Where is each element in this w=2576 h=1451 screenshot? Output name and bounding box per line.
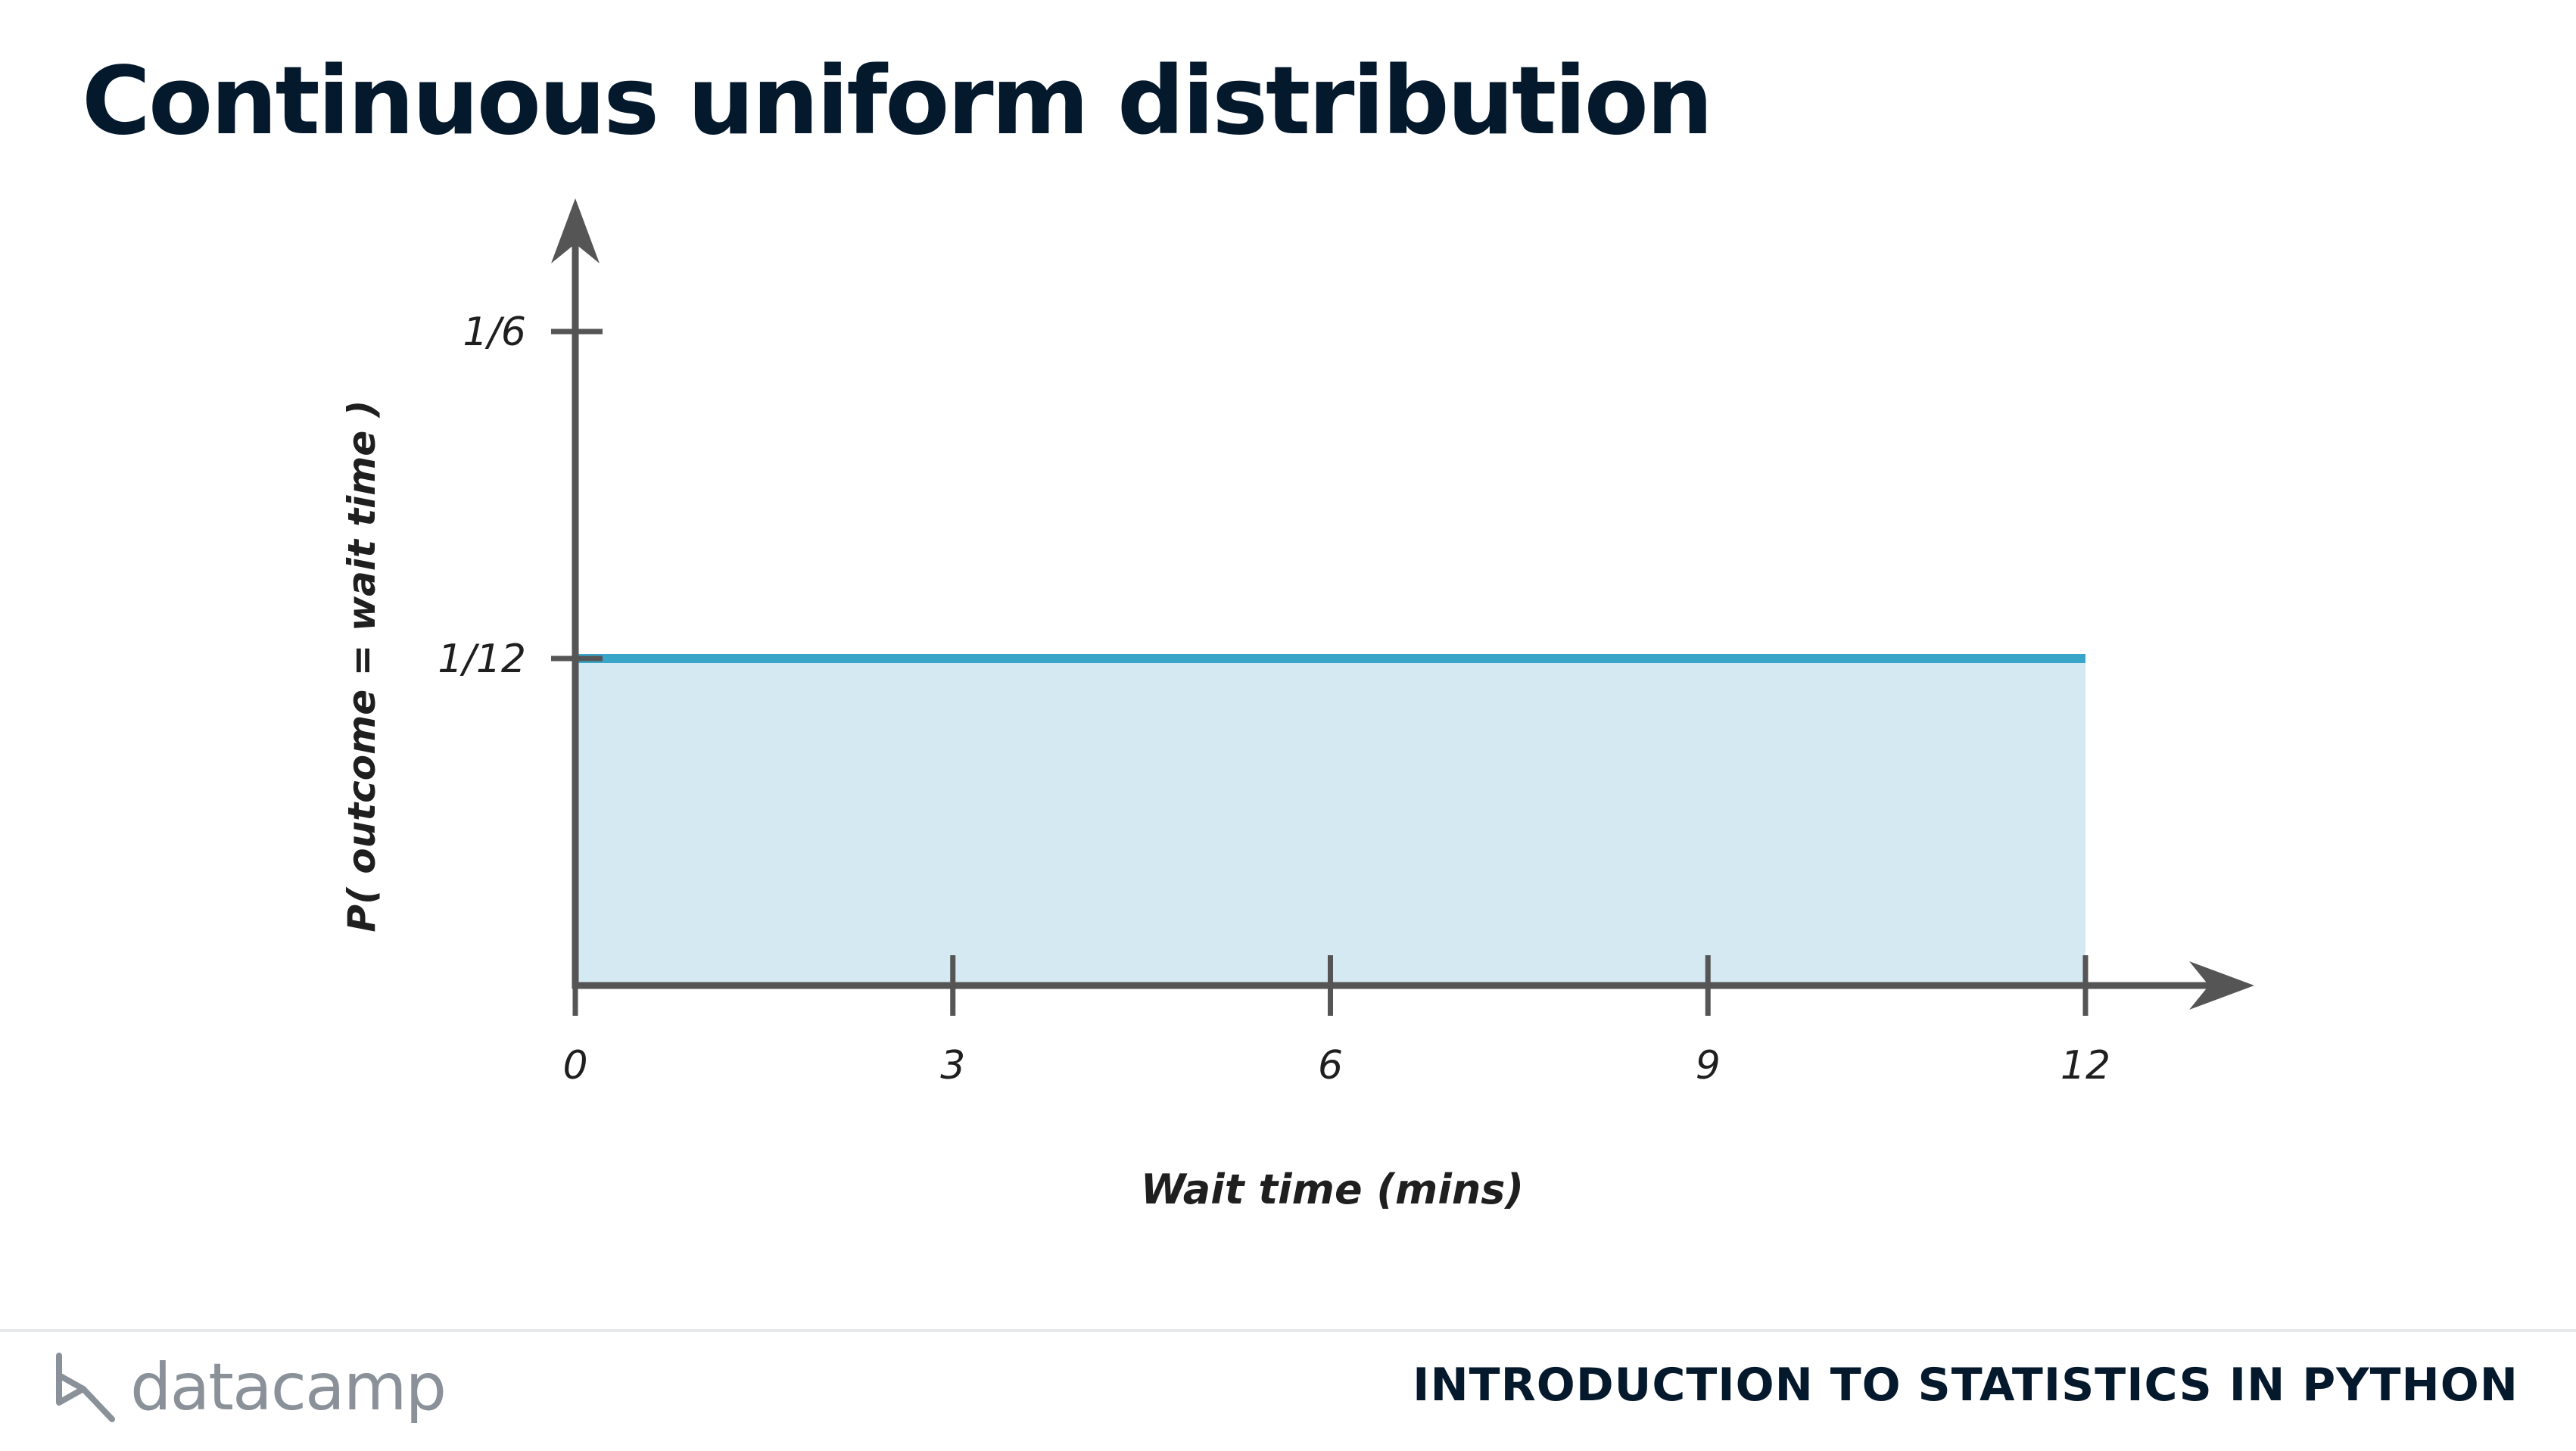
footer-divider	[0, 1329, 2576, 1332]
brand-logo: datacamp	[53, 1346, 447, 1429]
x-tick-label: 3	[940, 1043, 965, 1088]
slide-title: Continuous uniform distribution	[82, 47, 1713, 156]
y-axis-title: P( outcome = wait time )	[340, 400, 384, 932]
x-tick-label: 0	[562, 1043, 587, 1088]
course-name: INTRODUCTION TO STATISTICS IN PYTHON	[1413, 1359, 2518, 1412]
y-tick-label: 1/12	[438, 637, 526, 682]
axes	[551, 198, 2254, 1010]
y-axis-arrow-icon	[551, 198, 600, 263]
y-ticks: 1/12 1/6	[438, 310, 603, 682]
x-tick-label: 12	[2060, 1043, 2110, 1088]
brand-name: datacamp	[130, 1350, 447, 1425]
x-ticks: 0 3 6 9 12	[562, 955, 2110, 1088]
x-tick-label: 6	[1318, 1043, 1343, 1088]
x-tick-label: 9	[1696, 1043, 1721, 1088]
datacamp-logo-icon	[56, 1353, 115, 1422]
plot-area	[575, 654, 2085, 985]
x-axis-title: Wait time (mins)	[1141, 1166, 1524, 1213]
y-tick-label: 1/6	[463, 310, 526, 355]
probability-area	[575, 659, 2085, 985]
x-axis-arrow-icon	[2189, 961, 2254, 1010]
